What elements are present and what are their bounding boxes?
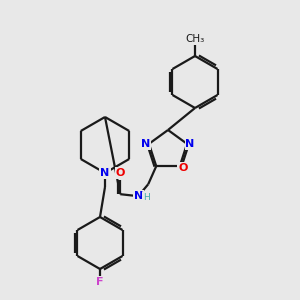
Text: N: N [100,168,109,178]
Text: N: N [141,139,151,149]
Text: O: O [116,168,125,178]
Text: CH₃: CH₃ [185,34,205,44]
Text: O: O [178,163,188,173]
Text: H: H [143,193,150,202]
Text: F: F [96,277,104,287]
Text: N: N [134,191,143,201]
Text: N: N [185,139,195,149]
